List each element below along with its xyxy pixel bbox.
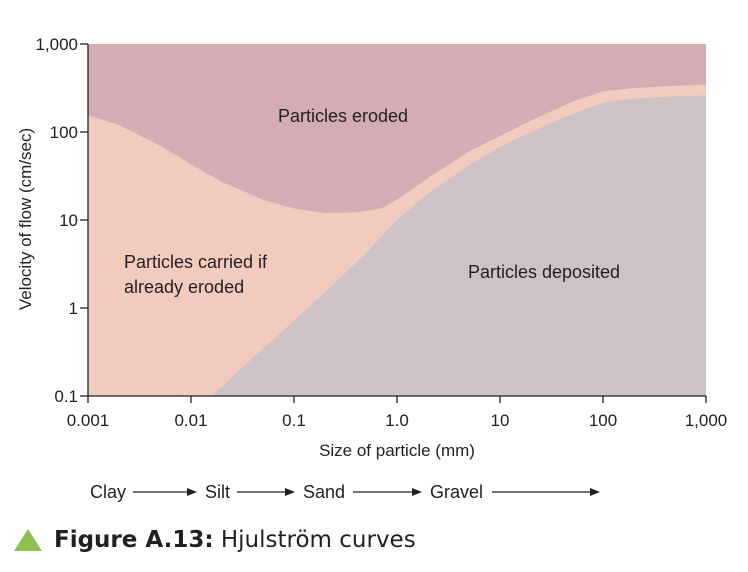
- figure-caption: Figure A.13: Hjulström curves: [14, 522, 416, 558]
- label-deposited: Particles deposited: [468, 262, 620, 282]
- arrow-head-icon: [285, 488, 295, 496]
- region-deposited: [212, 95, 706, 396]
- arrow-head-icon: [590, 488, 600, 496]
- label-carried-line2: already eroded: [124, 277, 244, 297]
- axes: Size of particle (mm) Velocity of flow (…: [16, 35, 727, 460]
- arrow-head-icon: [412, 488, 422, 496]
- size-class-sequence: Clay Silt Sand Gravel: [90, 482, 600, 502]
- x-tick-label: 100: [589, 411, 617, 430]
- y-tick-label: 0.1: [54, 387, 78, 406]
- label-carried-line1: Particles carried if: [124, 252, 268, 272]
- arrow-head-icon: [187, 488, 197, 496]
- x-tick-label: 1.0: [385, 411, 409, 430]
- class-silt: Silt: [205, 482, 230, 502]
- caption-text: Figure A.13: Hjulström curves: [54, 527, 416, 553]
- y-axis-title: Velocity of flow (cm/sec): [16, 128, 35, 310]
- class-clay: Clay: [90, 482, 126, 502]
- x-axis-title: Size of particle (mm): [319, 441, 475, 460]
- caption-title: Hjulström curves: [213, 527, 416, 553]
- label-eroded: Particles eroded: [278, 106, 408, 126]
- plot-area: [88, 44, 706, 396]
- x-tick-label: 10: [491, 411, 510, 430]
- caption-figure-number: Figure A.13:: [54, 527, 214, 553]
- class-sand: Sand: [303, 482, 345, 502]
- y-tick-label: 100: [50, 123, 78, 142]
- x-tick-label: 0.001: [67, 411, 110, 430]
- triangle-icon: [14, 529, 42, 551]
- x-tick-label: 0.1: [282, 411, 306, 430]
- y-tick-label: 1,000: [35, 35, 78, 54]
- class-gravel: Gravel: [430, 482, 483, 502]
- hjulstrom-chart: Size of particle (mm) Velocity of flow (…: [16, 35, 727, 502]
- region-labels: Particles eroded Particles carried if al…: [124, 106, 620, 297]
- x-tick-label: 0.01: [174, 411, 207, 430]
- y-tick-label: 1: [69, 299, 78, 318]
- x-tick-label: 1,000: [685, 411, 728, 430]
- y-tick-label: 10: [59, 211, 78, 230]
